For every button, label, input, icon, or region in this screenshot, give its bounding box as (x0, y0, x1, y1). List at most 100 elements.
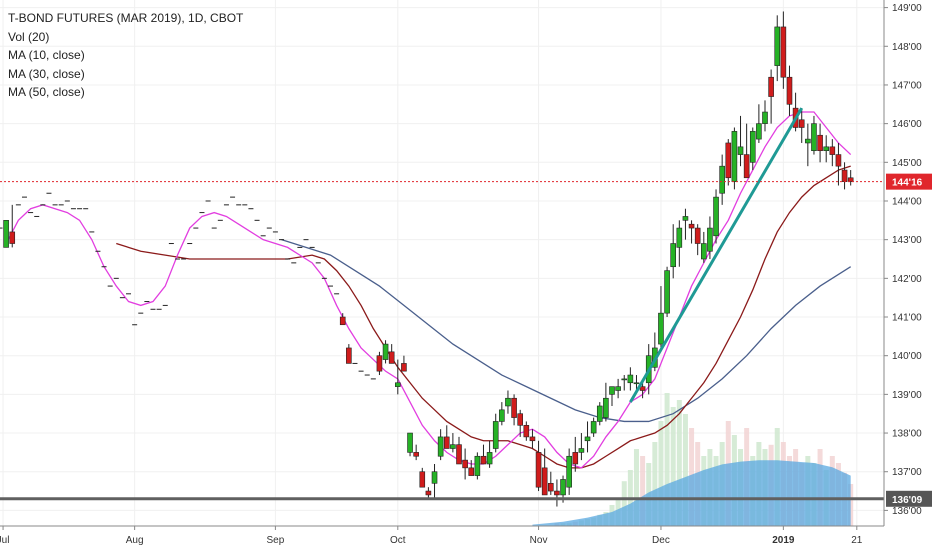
candle-body (578, 448, 585, 453)
volume-bar (670, 407, 676, 526)
candle-body (492, 421, 499, 449)
candle-body (456, 444, 462, 465)
candle-body (596, 405, 603, 422)
candle-body (584, 436, 591, 442)
candle-body (609, 386, 615, 395)
y-tick-label: 143'00 (892, 235, 922, 246)
candle-body (566, 455, 572, 488)
legend-title: T-BOND FUTURES (MAR 2019), 1D, CBOT (8, 11, 244, 25)
candle-body (774, 26, 781, 66)
volume-bar (682, 414, 688, 526)
candle-body (590, 421, 597, 434)
candle-body (529, 436, 536, 442)
candle-body (468, 467, 475, 476)
candle-body (394, 382, 401, 387)
legend-ma30: MA (30, close) (8, 66, 85, 81)
current-price-tag-label: 144'16 (892, 178, 923, 189)
volume-bar (658, 421, 664, 526)
moving-average-lines (5, 111, 852, 469)
y-tick-label: 147'00 (892, 80, 922, 91)
x-tick-label: 2019 (772, 535, 795, 546)
candle-body (339, 316, 346, 326)
candle-body (731, 131, 738, 182)
candle-body (535, 452, 542, 488)
y-tick-label: 148'00 (892, 42, 922, 53)
candle-body (517, 413, 524, 426)
support-price-tag-label: 136'09 (892, 495, 923, 506)
candle-body (670, 243, 677, 268)
candle-body (407, 432, 413, 453)
candle-body (499, 409, 505, 422)
candle-body (560, 479, 566, 496)
candle-body (480, 455, 487, 465)
candle-body (694, 227, 701, 244)
candle-body (841, 169, 848, 182)
y-tick-label: 140'00 (892, 351, 922, 362)
candle-body (823, 146, 830, 152)
ma30-line (116, 165, 851, 469)
candle-body (523, 425, 530, 438)
candle-body (768, 76, 774, 97)
x-tick-label: Dec (652, 535, 670, 546)
volume-bar (640, 456, 646, 526)
candle-body (388, 351, 395, 364)
candles (0, 11, 854, 507)
volume-bar (664, 393, 670, 526)
candle-body (9, 231, 16, 244)
candle-body (505, 397, 511, 407)
y-tick-label: 149'00 (892, 3, 922, 14)
candle-body (713, 196, 719, 237)
y-tick-label: 141'00 (892, 313, 922, 324)
candle-body (786, 76, 793, 105)
candle-body (847, 177, 854, 182)
y-tick-label: 146'00 (892, 119, 922, 130)
candle-body (829, 146, 836, 155)
x-tick-label: Sep (267, 535, 285, 546)
candle-body (676, 227, 683, 248)
candle-body (743, 154, 750, 179)
y-tick-label: 139'00 (892, 390, 922, 401)
legend-ma50: MA (50, close) (8, 85, 85, 99)
candle-body (707, 227, 713, 252)
candle-body (700, 243, 707, 260)
candle-body (431, 471, 438, 484)
candle-body (664, 270, 670, 314)
candle-body (474, 455, 481, 476)
y-tick-label: 144'00 (892, 196, 922, 207)
candle-body (419, 471, 426, 488)
candle-body (547, 483, 554, 492)
candle-body (627, 374, 634, 384)
support-price-tag-bg (886, 490, 932, 507)
candle-body (719, 165, 725, 194)
y-tick-label: 142'00 (892, 274, 922, 285)
grid-lines (0, 0, 884, 526)
candle-body (511, 397, 517, 418)
chart-legend: T-BOND FUTURES (MAR 2019), 1D, CBOT Vol … (8, 9, 243, 102)
volume-bar (676, 400, 682, 526)
candle-body (486, 452, 493, 465)
candle-body (749, 131, 756, 163)
candle-body (346, 347, 352, 364)
x-tick-label: 21 (851, 535, 863, 546)
candle-body (682, 216, 689, 221)
x-tick-label: Aug (126, 535, 144, 546)
candle-body (572, 452, 579, 465)
overlays (0, 107, 884, 501)
ma10-line (5, 111, 852, 469)
candle-body (425, 490, 432, 496)
candle-body (376, 355, 383, 372)
candle-body (401, 363, 407, 372)
candle-body (805, 138, 811, 144)
candle-body (554, 490, 560, 496)
candle-body (658, 312, 664, 345)
volume-bar (621, 481, 627, 526)
candle-body (737, 146, 744, 155)
candle-body (450, 444, 456, 449)
y-tick-label: 145'00 (892, 158, 922, 169)
candle-body (817, 134, 823, 152)
candle-body (621, 378, 628, 381)
candle-body (603, 397, 609, 418)
legend-vol: Vol (20) (8, 29, 50, 44)
x-tick-label: Nov (530, 535, 548, 546)
